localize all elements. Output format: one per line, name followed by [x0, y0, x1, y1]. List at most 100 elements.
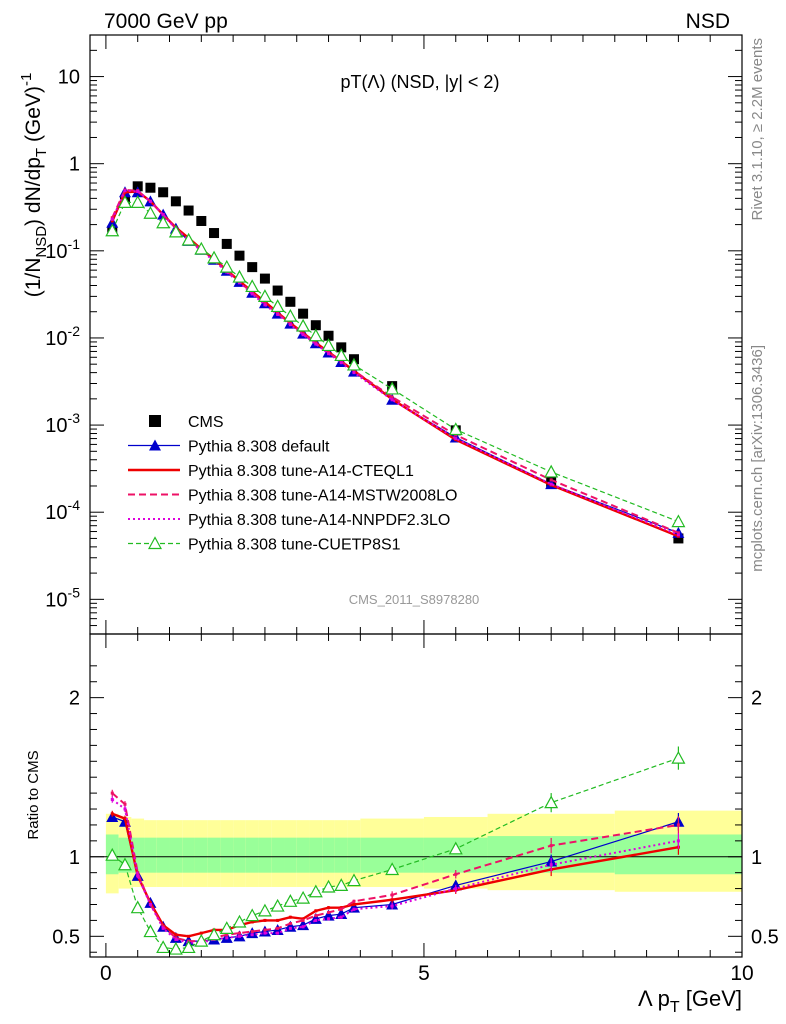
ratio-point-1-20: [390, 898, 394, 902]
main-point-5-23: [671, 514, 686, 528]
main-point-0-13: [272, 285, 283, 296]
main-line-2: [111, 190, 679, 538]
main-point-4-0: [110, 217, 114, 221]
ratio-point-0-16: [309, 912, 322, 924]
legend-entry-0: CMS: [149, 414, 224, 431]
ratio-point-1-15: [301, 917, 305, 921]
ratio-point-3-22: [549, 863, 553, 867]
main-point-4-11: [250, 292, 254, 296]
ratio-point-2-10: [237, 931, 241, 935]
band-green-4: [156, 837, 170, 873]
legend-label-4: Pythia 8.308 tune-A14-NNPDF2.3LO: [188, 512, 450, 529]
main-point-4-18: [339, 361, 343, 365]
ratio-point-1-16: [314, 909, 318, 913]
ratio-y-tick-label-l-0: 0.5: [52, 926, 80, 948]
ratio-point-4-11: [245, 908, 260, 922]
band-green-5: [169, 837, 183, 873]
ratio-point-1-5: [174, 933, 178, 937]
main-point-4-17: [327, 352, 331, 356]
band-green-19: [347, 837, 361, 873]
ratio-point-4-16: [308, 884, 323, 898]
y-tick-label-3: 10-2: [45, 323, 80, 350]
chart-title: pT(Λ) (NSD, |y| < 2): [341, 72, 500, 92]
main-point-0-6: [183, 205, 194, 216]
ratio-point-1-14: [288, 915, 292, 919]
main-point-5-6: [181, 232, 196, 246]
ratio-point-4-15: [296, 890, 311, 904]
ratio-point-4-7: [194, 933, 209, 947]
ratio-point-3-19: [352, 907, 356, 911]
rivet-label: Rivet 3.1.10, ≥ 2.2M events: [749, 38, 766, 221]
ratio-point-4-13: [270, 898, 285, 912]
x-tick-label-2: 10: [730, 962, 753, 985]
ratio-point-2-18: [339, 907, 343, 911]
ratio-point-3-18: [339, 915, 343, 919]
ratio-y-axis-label: Ratio to CMS: [25, 750, 42, 839]
legend-marker-0: [149, 415, 161, 427]
main-point-5-3: [143, 205, 158, 219]
y-tick-label-6: 10: [58, 67, 80, 89]
ratio-point-1-0: [110, 812, 114, 816]
ratio-point-4-21: [448, 841, 463, 855]
ratio-point-3-20: [390, 904, 394, 908]
main-series-2: [110, 189, 680, 538]
main-point-5-15: [296, 318, 311, 332]
ratio-point-1-11: [250, 920, 254, 924]
ratio-point-3-1: [123, 807, 127, 811]
main-point-0-15: [298, 308, 309, 319]
band-green-10: [233, 837, 246, 873]
main-point-5-19: [346, 357, 361, 371]
ratio-point-2-17: [327, 910, 331, 914]
main-point-0-10: [234, 250, 245, 261]
main-point-5-9: [219, 259, 234, 273]
y-axis-label: (1/NNSD) dN/dpT (GeV)-1: [18, 73, 50, 298]
ratio-point-2-21: [454, 872, 458, 876]
header-left: 7000 GeV pp: [104, 10, 228, 33]
legend-label-2: Pythia 8.308 tune-A14-CTEQL1: [188, 463, 414, 480]
main-point-5-18: [334, 348, 349, 362]
legend-entry-2: Pythia 8.308 tune-A14-CTEQL1: [128, 463, 414, 480]
ratio-point-4-9: [219, 921, 234, 934]
main-point-3-12: [263, 301, 267, 305]
main-point-4-16: [314, 342, 318, 346]
ratio-point-4-2: [130, 900, 145, 914]
y-tick-label-1: 10-4: [45, 497, 80, 524]
main-point-5-8: [207, 250, 222, 264]
ratio-point-4-3: [143, 924, 158, 938]
ratio-point-3-3: [148, 902, 152, 906]
main-point-3-20: [390, 395, 394, 399]
main-point-4-13: [276, 312, 280, 316]
ratio-point-3-9: [225, 936, 229, 940]
main-line-1: [111, 191, 679, 534]
legend-label-3: Pythia 8.308 tune-A14-MSTW2008LO: [188, 488, 457, 505]
ratio-point-2-14: [288, 922, 292, 926]
ratio-point-1-7: [199, 931, 203, 935]
ratio-point-2-15: [301, 918, 305, 922]
main-line-4: [111, 189, 679, 536]
ratio-point-2-5: [174, 936, 178, 940]
main-point-0-16: [310, 320, 321, 331]
main-point-5-13: [270, 299, 285, 313]
ratio-point-3-11: [250, 933, 254, 937]
main-point-4-10: [237, 281, 241, 285]
ratio-point-2-12: [263, 928, 267, 932]
main-point-4-12: [263, 303, 267, 307]
ratio-line-2: [111, 792, 679, 943]
main-point-5-0: [105, 223, 120, 237]
band-green-17: [322, 837, 335, 873]
main-point-5-2: [130, 195, 145, 208]
ratio-point-3-15: [301, 925, 305, 929]
main-series-5: [105, 195, 686, 528]
main-point-0-5: [170, 196, 181, 207]
ratio-point-3-10: [237, 934, 241, 938]
ratio-point-4-6: [181, 940, 196, 954]
main-point-0-4: [158, 187, 169, 198]
x-tick-label-0: 0: [100, 962, 112, 985]
main-point-5-7: [194, 241, 209, 255]
ratio-point-2-19: [352, 899, 356, 903]
main-point-4-15: [301, 333, 305, 337]
main-point-4-1: [123, 189, 127, 193]
ratio-series-4: [105, 746, 686, 955]
band-green-18: [334, 837, 348, 873]
